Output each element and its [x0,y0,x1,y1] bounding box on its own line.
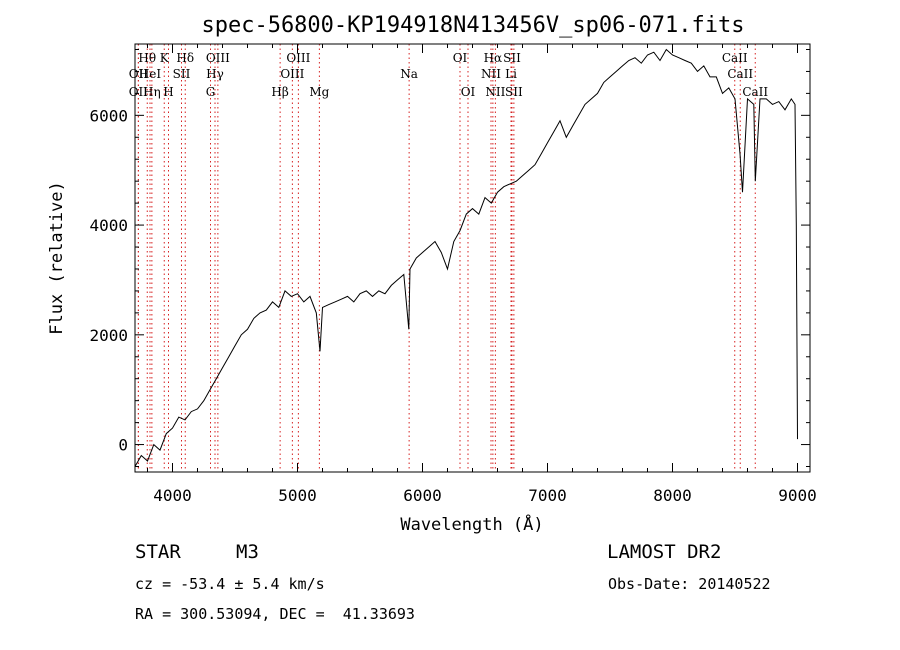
object-subclass: M3 [236,541,259,563]
spectrum-series [134,48,798,467]
spectral-line-label: K [160,51,170,65]
obs-date-text: Obs-Date: 20140522 [608,575,771,593]
x-tick-label: 9000 [778,486,817,505]
spectral-line-markers [137,44,756,472]
spectral-line-label: Hδ [176,51,194,65]
y-tick-label: 4000 [89,216,128,235]
spectral-line-label: SII [173,67,191,81]
y-axis-label: Flux (relative) [47,181,67,335]
x-tick-label: 6000 [403,486,442,505]
object-type: STAR [135,541,181,563]
y-tick-label: 2000 [89,326,128,345]
spectral-line-label: Hθ [138,51,156,65]
spectral-line-label: Na [400,67,418,81]
spectral-line-label: OIII [206,51,230,65]
x-axis-label: Wavelength (Å) [400,513,543,535]
spectral-line-label: Mg [309,85,329,99]
spectral-line-label: OIII [286,51,310,65]
plot-frame [134,43,811,473]
x-tick-label: 7000 [528,486,567,505]
spectral-line-label: CaII [742,85,768,99]
spectral-line-label: Hγ [206,67,224,81]
spectral-line-label: CaII [727,67,753,81]
x-axis: 4000 5000 6000 7000 8000 9000 [147,44,817,505]
spectral-line-label: NII [485,85,505,99]
x-tick-label: 5000 [278,486,317,505]
survey-name: LAMOST DR2 [607,541,722,563]
spectral-line-label: OI [461,85,476,99]
spectral-line-label: G [206,85,216,99]
spectral-line-label: Li [505,67,517,81]
y-tick-label: 6000 [89,106,128,125]
x-tick-label: 8000 [653,486,692,505]
y-tick-label: 0 [118,436,128,455]
spectral-line-label: Hη [143,85,161,99]
spectral-line-label: SII [503,51,521,65]
spectral-line-label: OII [129,85,149,99]
y-axis: 0 2000 4000 6000 [89,48,810,468]
spectral-line-label: OIII [280,67,304,81]
coordinates-text: RA = 300.53094, DEC = 41.33693 [135,605,415,623]
spectral-line-label: SII [505,85,523,99]
x-tick-label: 4000 [153,486,192,505]
spectral-line-label: OI [453,51,468,65]
spectral-line-label: OII [129,67,149,81]
spectral-line-label: NII [481,67,501,81]
spectral-line-label: HeI [139,67,162,81]
redshift-text: cz = -53.4 ± 5.4 km/s [135,575,325,593]
spectral-line-label: H [163,85,173,99]
spectral-line-label: Hα [484,51,503,65]
spectral-line-label: Hβ [271,85,288,99]
spectral-line-label: CaII [722,51,748,65]
chart-title: spec-56800-KP194918N413456V_sp06-071.fit… [201,13,744,38]
